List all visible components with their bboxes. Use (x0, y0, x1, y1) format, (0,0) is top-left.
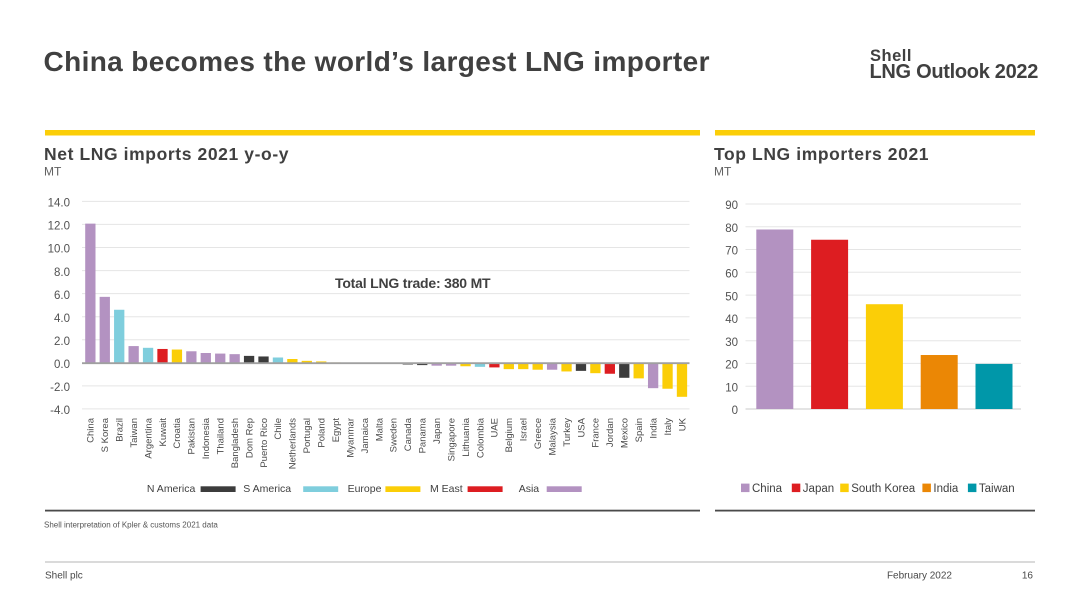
svg-text:Total LNG trade: 380 MT: Total LNG trade: 380 MT (335, 275, 491, 291)
svg-text:Poland: Poland (317, 418, 328, 448)
svg-text:China becomes the world’s larg: China becomes the world’s largest LNG im… (44, 46, 710, 77)
svg-text:Israel: Israel (519, 418, 530, 441)
svg-text:50: 50 (725, 291, 738, 303)
svg-text:Netherlands: Netherlands (288, 418, 299, 469)
svg-text:Thailand: Thailand (216, 418, 227, 454)
svg-text:USA: USA (576, 417, 587, 437)
svg-text:12.0: 12.0 (48, 221, 70, 233)
svg-text:20: 20 (725, 360, 738, 372)
svg-text:Dom Rep: Dom Rep (244, 418, 255, 458)
svg-text:30: 30 (725, 337, 738, 349)
svg-text:40: 40 (725, 314, 738, 326)
svg-text:-2.0: -2.0 (50, 382, 70, 394)
svg-text:Japan: Japan (432, 418, 443, 444)
svg-text:8.0: 8.0 (54, 267, 70, 279)
svg-text:MT: MT (714, 165, 732, 179)
svg-text:S Korea: S Korea (100, 417, 111, 452)
svg-text:0.0: 0.0 (54, 359, 70, 371)
svg-text:Taiwan: Taiwan (979, 483, 1015, 495)
svg-text:M East: M East (430, 483, 463, 495)
svg-text:Italy: Italy (663, 418, 674, 436)
svg-text:MT: MT (44, 165, 62, 179)
svg-text:February 2022: February 2022 (887, 571, 952, 582)
svg-text:-4.0: -4.0 (50, 405, 70, 417)
svg-text:Turkey: Turkey (562, 418, 573, 447)
svg-text:India: India (648, 417, 659, 438)
svg-text:N America: N America (147, 483, 196, 495)
svg-text:Singapore: Singapore (446, 418, 457, 461)
svg-text:Malta: Malta (374, 417, 385, 441)
svg-text:4.0: 4.0 (54, 313, 70, 325)
svg-text:Spain: Spain (634, 418, 645, 442)
svg-text:Europe: Europe (348, 483, 382, 495)
svg-text:80: 80 (725, 223, 738, 235)
svg-text:Japan: Japan (803, 483, 834, 495)
svg-text:Brazil: Brazil (115, 418, 126, 442)
svg-text:Kuwait: Kuwait (158, 418, 169, 447)
svg-text:Sweden: Sweden (389, 418, 400, 452)
svg-text:Egypt: Egypt (331, 418, 342, 443)
svg-text:90: 90 (725, 200, 738, 212)
svg-text:Asia: Asia (519, 483, 540, 495)
svg-text:Greece: Greece (533, 418, 544, 449)
svg-text:France: France (591, 418, 602, 448)
svg-text:UAE: UAE (490, 418, 501, 438)
svg-text:LNG Outlook 2022: LNG Outlook 2022 (870, 61, 1039, 83)
svg-text:Shell plc: Shell plc (45, 571, 83, 582)
svg-text:Jamaica: Jamaica (360, 417, 371, 453)
svg-text:Top LNG importers 2021: Top LNG importers 2021 (714, 144, 929, 164)
svg-text:Puerto Rico: Puerto Rico (259, 418, 270, 468)
svg-text:Belgium: Belgium (504, 418, 515, 452)
svg-text:Net LNG imports 2021 y-o-y: Net LNG imports 2021 y-o-y (44, 144, 289, 164)
svg-text:Malaysia: Malaysia (547, 417, 558, 455)
svg-text:Mexico: Mexico (620, 418, 631, 448)
svg-text:Croatia: Croatia (172, 417, 183, 448)
svg-text:Indonesia: Indonesia (201, 417, 212, 459)
svg-text:China: China (752, 483, 783, 495)
svg-text:10.0: 10.0 (48, 244, 70, 256)
svg-text:Colombia: Colombia (475, 417, 486, 458)
svg-text:Chile: Chile (273, 418, 284, 440)
svg-text:Argentina: Argentina (143, 417, 154, 458)
svg-text:UK: UK (677, 417, 688, 431)
svg-text:Bangladesh: Bangladesh (230, 418, 241, 468)
svg-text:10: 10 (725, 382, 738, 394)
svg-text:Pakistan: Pakistan (187, 418, 198, 454)
svg-text:0: 0 (732, 405, 738, 417)
svg-text:60: 60 (725, 269, 738, 281)
svg-text:Jordan: Jordan (605, 418, 616, 447)
svg-text:Taiwan: Taiwan (129, 418, 140, 448)
svg-text:Panama: Panama (418, 417, 429, 453)
svg-text:China: China (86, 417, 97, 443)
svg-text:2.0: 2.0 (54, 336, 70, 348)
svg-text:India: India (933, 483, 959, 495)
svg-text:6.0: 6.0 (54, 290, 70, 302)
svg-text:Myanmar: Myanmar (345, 418, 356, 458)
svg-text:16: 16 (1022, 571, 1034, 582)
svg-text:Portugal: Portugal (302, 418, 313, 453)
svg-text:S America: S America (243, 483, 291, 495)
svg-text:Shell interpretation of Kpler: Shell interpretation of Kpler & customs … (44, 521, 218, 530)
svg-text:14.0: 14.0 (48, 198, 70, 210)
svg-text:Lithuania: Lithuania (461, 417, 472, 456)
svg-text:Canada: Canada (403, 417, 414, 451)
svg-text:South Korea: South Korea (851, 483, 916, 495)
svg-text:70: 70 (725, 246, 738, 258)
